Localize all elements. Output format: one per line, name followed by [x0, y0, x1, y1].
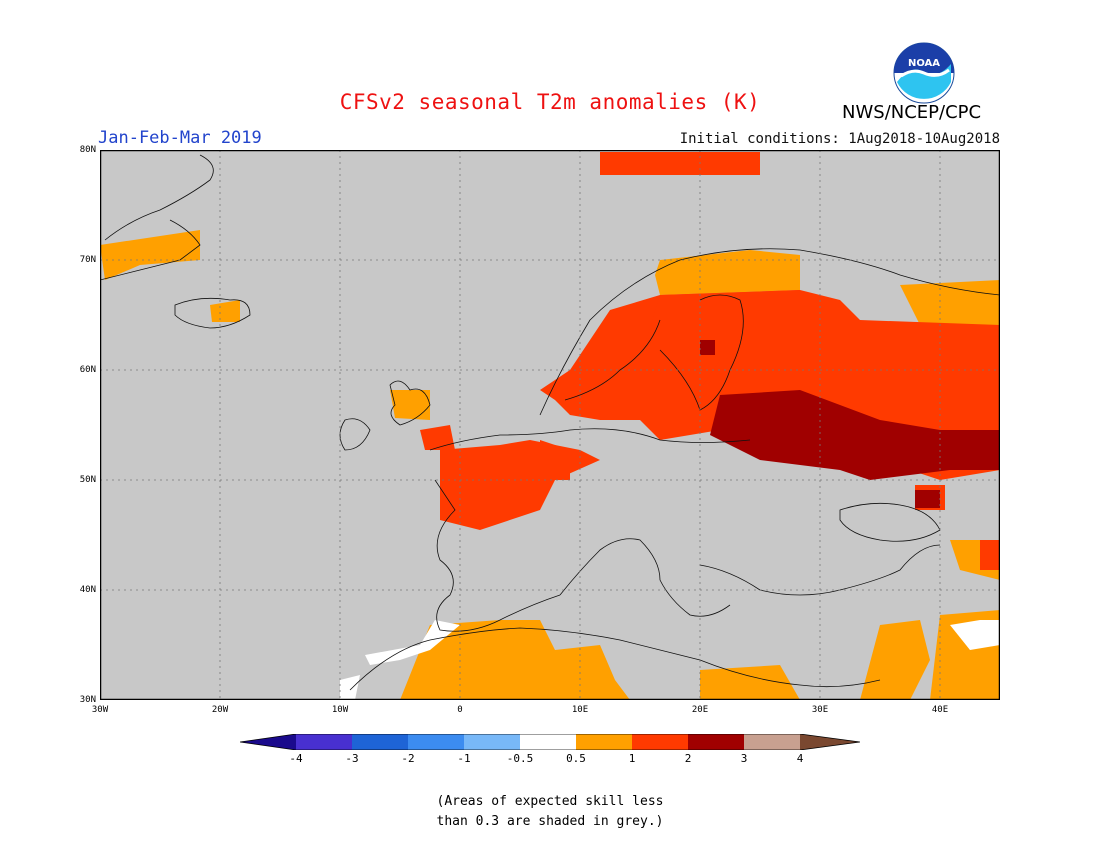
graticule [100, 150, 1000, 700]
lat-label-40n: 40N [79, 585, 96, 595]
colorbar [240, 734, 860, 750]
colorbar-swatch [464, 734, 520, 750]
footnote-line-2: than 0.3 are shaded in grey.) [436, 814, 664, 829]
colorbar-label: 3 [740, 752, 748, 765]
colorbar-label: 0.5 [566, 752, 586, 765]
footnote-line-1: (Areas of expected skill less [436, 794, 664, 809]
lon-label-20w: 20W [211, 705, 229, 715]
anomaly-shading [100, 152, 1000, 700]
lat-label-50n: 50N [79, 475, 96, 485]
lon-label-30e: 30E [811, 705, 829, 715]
colorbar-label: 2 [684, 752, 692, 765]
colorbar-swatch [576, 734, 632, 750]
colorbar-swatch [520, 734, 576, 750]
chart-title: CFSv2 seasonal T2m anomalies (K) [339, 90, 761, 114]
colorbar-swatch [744, 734, 800, 750]
colorbar-swatch [352, 734, 408, 750]
initial-conditions: Initial conditions: 1Aug2018-10Aug2018 [679, 131, 1000, 147]
colorbar-swatch [296, 734, 352, 750]
colorbar-arrow-right [800, 734, 860, 750]
lon-label-10e: 10E [571, 705, 589, 715]
colorbar-label: -0.5 [506, 752, 534, 765]
noaa-logo-text: NOAA [908, 58, 940, 69]
anomaly-map [100, 150, 1000, 700]
agency-label: NWS/NCEP/CPC [842, 102, 982, 123]
colorbar-label: -1 [457, 752, 471, 765]
lat-label-70n: 70N [79, 255, 96, 265]
colorbar-swatch [632, 734, 688, 750]
colorbar-swatch [688, 734, 744, 750]
lon-label-20e: 20E [691, 705, 709, 715]
lat-label-80n: 80N [79, 145, 96, 155]
colorbar-label: 1 [628, 752, 636, 765]
colorbar-label: -3 [345, 752, 359, 765]
lon-label-10w: 10W [331, 705, 349, 715]
colorbar-label: -2 [401, 752, 415, 765]
lon-label-30w: 30W [91, 705, 109, 715]
lat-label-30n: 30N [79, 695, 96, 705]
colorbar-swatch [408, 734, 464, 750]
lat-label-60n: 60N [79, 365, 96, 375]
colorbar-label: -4 [289, 752, 303, 765]
colorbar-label: 4 [796, 752, 804, 765]
skill-footnote: (Areas of expected skill less than 0.3 a… [0, 792, 1100, 832]
forecast-period: Jan-Feb-Mar 2019 [98, 128, 262, 148]
coastlines [100, 154, 1000, 691]
lon-label-40e: 40E [931, 705, 949, 715]
map-frame [100, 150, 1000, 700]
noaa-logo: NOAA [893, 42, 955, 104]
colorbar-arrow-left [240, 734, 296, 750]
lon-label-0: 0 [457, 705, 463, 715]
